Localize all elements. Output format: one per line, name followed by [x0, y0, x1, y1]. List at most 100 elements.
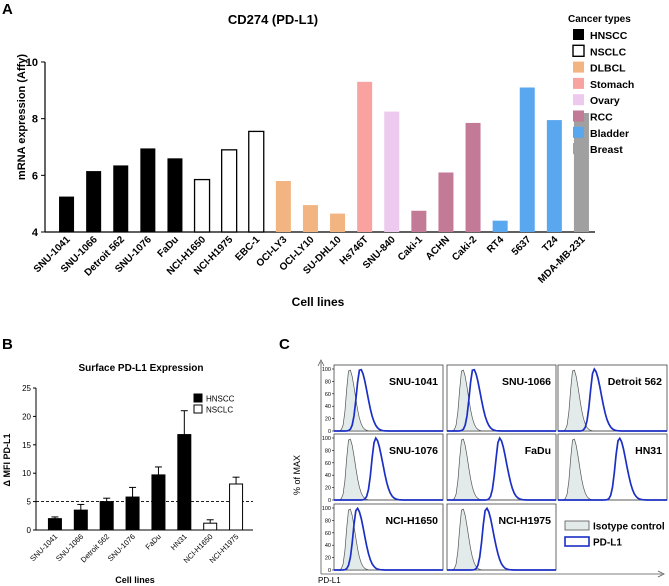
chart-b-x-tick-label: HN31: [169, 532, 189, 552]
chart-c-panels: SNU-1041 0 20 40 60 80 100 SNU-1066 Detroit 562 S…: [317, 359, 668, 578]
histogram-y-tick-label: 60: [325, 461, 331, 467]
bar-b-snu-1066: [73, 509, 88, 531]
panel-label-c: C: [279, 336, 290, 353]
legend-swatch-bladder: [573, 126, 584, 138]
histogram-panel-label: HN31: [635, 445, 662, 457]
pdl1-histogram: [334, 436, 443, 501]
legend-b-label-hnscc: HNSCC: [206, 395, 235, 404]
chart-b-y-tick-label: 0: [27, 526, 32, 535]
chart-b-y-tick-label: 15: [22, 441, 31, 450]
histogram-y-tick-label: 0: [328, 568, 331, 574]
chart-b-legend: HNSCC NSCLC: [193, 393, 235, 415]
histogram-panel-nci-h1975: NCI-H1975: [446, 503, 557, 571]
histogram-panel-label: Detroit 562: [608, 376, 662, 388]
panel-b-bar-chart: Surface PD-L1 Expression Δ MFI PD-L1 Cel…: [2, 363, 253, 585]
chart-a-x-tick-label: Caki-1: [396, 234, 425, 263]
bar-snu-840: [384, 111, 400, 232]
chart-a-x-tick-label: RT4: [485, 234, 506, 255]
bar-snu-1066: [86, 171, 102, 232]
bar-hs746t: [357, 81, 373, 232]
chart-a-y-tick-label: 4: [32, 227, 39, 239]
legend-swatch-dlbcl: [573, 61, 584, 73]
legend-swatch-stomach: [573, 77, 584, 89]
histogram-y-tick-label: 80: [325, 379, 331, 385]
histogram-y-tick-label: 40: [325, 404, 331, 410]
legend-label-stomach: Stomach: [590, 79, 634, 91]
legend-label-dlbcl: DLBCL: [590, 63, 626, 75]
histogram-y-tick-label: 40: [325, 473, 331, 479]
legend-label-hnscc: HNSCC: [590, 30, 628, 42]
histogram-panel-label: SNU-1041: [389, 376, 438, 388]
bar-t24: [546, 120, 562, 232]
histogram-y-tick-label: 0: [328, 498, 331, 504]
bar-mda-mb-231: [573, 113, 589, 232]
panel-label-a: A: [2, 1, 13, 18]
pdl1-histogram: [447, 506, 556, 571]
bar-caki-2: [465, 122, 481, 232]
chart-b-x-label: Cell lines: [115, 575, 155, 585]
legend-label-ovary: Ovary: [590, 95, 620, 107]
chart-b-bars: [47, 410, 244, 531]
chart-c-x-label: PD-L1: [318, 576, 341, 585]
histogram-panel-label: SNU-1066: [502, 376, 551, 388]
legend-b-swatch-nsclc: [193, 404, 203, 414]
chart-a-x-tick-label: FaDu: [156, 234, 181, 259]
bar-b-detroit-562: [99, 501, 114, 531]
pdl1-histogram: [447, 436, 556, 501]
histogram-panel-nci-h1650: NCI-H1650 0 20 40 60 80 100: [322, 503, 444, 574]
histogram-y-tick-label: 60: [325, 531, 331, 537]
bar-ebc-1: [248, 130, 265, 233]
chart-b-x-tick-label: FaDu: [144, 532, 163, 551]
chart-a-x-tick-label: T24: [541, 234, 561, 254]
histogram-y-tick-label: 100: [322, 436, 331, 442]
chart-a-y-label: mRNA expression (Affy): [16, 54, 28, 180]
chart-b-x-tick-label: SNU-1076: [106, 532, 137, 563]
histogram-y-tick-label: 20: [325, 417, 331, 423]
y-axis-arrow-icon: [317, 359, 325, 367]
chart-a-y-tick-label: 6: [32, 170, 38, 182]
bar-caki-1: [411, 210, 427, 232]
pdl1-histogram: [558, 436, 667, 501]
legend-label-rcc: RCC: [590, 112, 613, 124]
histogram-y-tick-label: 20: [325, 486, 331, 492]
bar-detroit-562: [113, 165, 129, 232]
chart-b-y-tick-label: 10: [22, 469, 31, 478]
chart-a-y-tick-label: 10: [26, 57, 38, 69]
histogram-panel-label: NCI-H1975: [498, 515, 551, 527]
bar-fadu: [167, 158, 183, 232]
bar-b-hn31: [177, 434, 192, 531]
histogram-panel-fadu: FaDu: [446, 433, 557, 501]
chart-b-y-tick-label: 5: [27, 498, 32, 507]
legend-swatch-nsclc: [572, 44, 585, 57]
legend-swatch-ovary: [573, 94, 584, 106]
bar-b-nci-h1650: [203, 522, 218, 531]
legend-swatch-rcc: [573, 110, 584, 122]
bar-rt4: [492, 220, 508, 232]
histogram-y-tick-label: 0: [328, 429, 331, 435]
chart-b-y-label: Δ MFI PD-L1: [2, 434, 12, 487]
chart-a-x-tick-label: 5637: [510, 234, 534, 258]
histogram-y-tick-label: 80: [325, 518, 331, 524]
chart-a-legend: HNSCC NSCLC DLBCL Stomach Ovary RCC Bladder Bre…: [572, 29, 634, 156]
bar-oci-ly10: [302, 205, 318, 232]
chart-a-x-tick-label: Caki-2: [450, 234, 479, 263]
histogram-y-tick-label: 60: [325, 392, 331, 398]
panel-a-bar-chart: CD274 (PD-L1) mRNA expression (Affy) Cel…: [16, 12, 634, 309]
legend-c-swatch-pdl1: [564, 536, 590, 547]
panel-c-histogram-grid: % of MAX PD-L1 SNU-1041020406080100SNU-1…: [292, 359, 668, 585]
histogram-y-tick-label: 100: [322, 506, 331, 512]
bar-snu-1041: [59, 196, 75, 232]
legend-label-bladder: Bladder: [590, 128, 629, 140]
bar-5637: [519, 87, 535, 232]
legend-swatch-hnscc: [573, 29, 584, 40]
chart-a-bars: [59, 81, 589, 233]
pdl1-histogram: [334, 368, 443, 432]
chart-a-y-tick-label: 8: [32, 114, 38, 126]
histogram-y-tick-label: 20: [325, 556, 331, 562]
pdl1-histogram: [447, 368, 556, 432]
pdl1-histogram: [558, 367, 667, 432]
legend-b-label-nsclc: NSCLC: [206, 406, 233, 415]
bar-b-snu-1041: [47, 518, 62, 531]
